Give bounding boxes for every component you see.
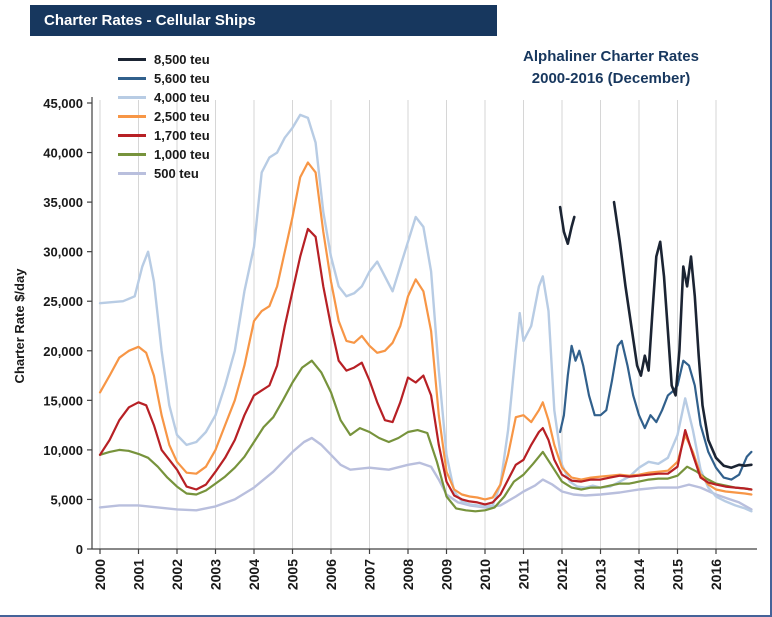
- x-tick-label: 2011: [516, 559, 532, 590]
- x-tick-label: 2013: [593, 559, 609, 590]
- annotation-line-2: 2000-2016 (December): [531, 69, 691, 87]
- x-tick-label: 2016: [708, 559, 724, 590]
- x-tick-label: 2006: [323, 559, 339, 590]
- title-bar: Charter Rates - Cellular Ships: [30, 5, 497, 36]
- legend-swatch: [118, 115, 146, 118]
- series-line-8-500-teu: [612, 200, 753, 469]
- y-tick-label: 45,000: [43, 96, 83, 111]
- x-tick-label: 2003: [208, 559, 224, 590]
- x-tick-label: 2014: [631, 559, 647, 590]
- chart-annotation: Alphaliner Charter Rates 2000-2016 (Dece…: [486, 46, 736, 90]
- legend-label: 500 teu: [154, 166, 199, 181]
- legend-item: 4,000 teu: [118, 88, 210, 107]
- legend-item: 8,500 teu: [118, 50, 210, 69]
- legend-swatch: [118, 134, 146, 137]
- legend-swatch: [118, 153, 146, 156]
- legend-item: 1,700 teu: [118, 126, 210, 145]
- y-tick-label: 15,000: [43, 393, 83, 408]
- x-tick-label: 2008: [400, 559, 416, 590]
- y-axis-title: Charter Rate $/day: [12, 268, 27, 384]
- y-tick-label: 40,000: [43, 146, 83, 161]
- y-tick-label: 0: [76, 542, 83, 557]
- x-tick-label: 2004: [246, 559, 262, 590]
- legend-label: 4,000 teu: [154, 90, 210, 105]
- x-tick-label: 2015: [670, 559, 686, 590]
- series-line-5-600-teu: [559, 339, 753, 481]
- legend-label: 1,000 teu: [154, 147, 210, 162]
- x-tick-label: 2007: [362, 559, 378, 590]
- x-tick-label: 2009: [439, 559, 455, 590]
- legend-label: 5,600 teu: [154, 71, 210, 86]
- legend-label: 1,700 teu: [154, 128, 210, 143]
- x-tick-label: 2000: [92, 559, 108, 590]
- x-tick-label: 2012: [554, 559, 570, 590]
- legend-swatch: [118, 172, 146, 175]
- series-line-8-500-teu: [558, 205, 576, 245]
- legend-label: 2,500 teu: [154, 109, 210, 124]
- legend-swatch: [118, 58, 146, 61]
- y-tick-label: 20,000: [43, 344, 83, 359]
- y-tick-label: 5,000: [50, 492, 83, 507]
- y-tick-label: 25,000: [43, 294, 83, 309]
- y-tick-label: 35,000: [43, 195, 83, 210]
- series-line-4-000-teu: [98, 113, 753, 513]
- legend-label: 8,500 teu: [154, 52, 210, 67]
- legend-swatch: [118, 96, 146, 99]
- x-tick-label: 2001: [131, 559, 147, 590]
- y-tick-label: 10,000: [43, 443, 83, 458]
- series-line-2-500-teu: [98, 161, 753, 501]
- y-tick-label: 30,000: [43, 245, 83, 260]
- legend-item: 500 teu: [118, 164, 210, 183]
- legend-item: 2,500 teu: [118, 107, 210, 126]
- series-line-1-700-teu: [98, 227, 753, 506]
- legend-item: 5,600 teu: [118, 69, 210, 88]
- page-title: Charter Rates - Cellular Ships: [44, 12, 256, 29]
- series-line-1-000-teu: [98, 359, 753, 513]
- legend-swatch: [118, 77, 146, 80]
- chart-legend: 8,500 teu 5,600 teu 4,000 teu 2,500 teu 1,70…: [118, 50, 210, 183]
- x-tick-label: 2002: [169, 559, 185, 590]
- legend-item: 1,000 teu: [118, 145, 210, 164]
- x-tick-label: 2005: [285, 559, 301, 590]
- x-tick-label: 2010: [477, 559, 493, 590]
- annotation-line-1: Alphaliner Charter Rates: [523, 48, 699, 65]
